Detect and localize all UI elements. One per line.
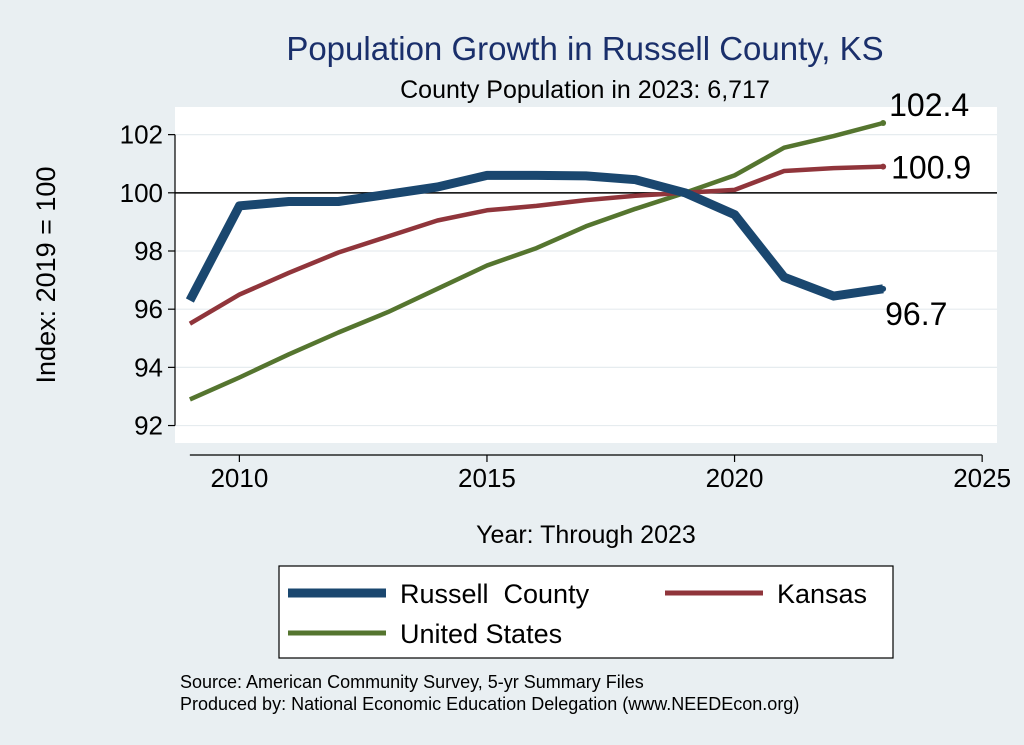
x-tick-label-2010: 2010 [210, 463, 268, 493]
x-tick-label-2025: 2025 [953, 463, 1011, 493]
y-tick-label-96: 96 [134, 294, 163, 324]
legend-box [278, 565, 894, 659]
series-line-kansas [188, 164, 884, 326]
source-note: Source: American Community Survey, 5-yr … [180, 672, 644, 692]
y-tick-label-98: 98 [134, 236, 163, 266]
series-line-united-states [188, 120, 884, 402]
series-end-point-united-states [880, 120, 887, 126]
y-tick-label-94: 94 [134, 352, 163, 382]
end-label-kansas: 100.9 [891, 150, 971, 186]
legend-label-russell-county: Russell County [400, 579, 590, 609]
series-end-point-kansas [880, 163, 887, 170]
axes: 92 94 96 98 100 102 2010 2015 2020 2025 [120, 120, 1011, 493]
chart-subtitle: County Population in 2023: 6,717 [400, 76, 770, 104]
end-label-united-states: 102.4 [889, 87, 969, 123]
gridlines [175, 134, 997, 427]
chart-title: Population Growth in Russell County, KS [286, 30, 883, 67]
series-end-point-russell-county [880, 285, 887, 292]
y-tick-label-100: 100 [120, 178, 163, 208]
x-axis-title: Year: Through 2023 [476, 521, 696, 549]
series-line-russell-county [185, 170, 884, 303]
x-tick-label-2015: 2015 [458, 463, 516, 493]
plot-area [175, 107, 997, 443]
y-axis-title: Index: 2019 = 100 [31, 167, 61, 384]
end-labels: 96.7 100.9 102.4 [885, 87, 971, 332]
y-tick-label-102: 102 [120, 120, 163, 150]
legend-label-kansas: Kansas [777, 579, 867, 609]
producer-note: Produced by: National Economic Education… [180, 694, 799, 714]
legend-label-united-states: United States [400, 619, 562, 649]
series-lines [185, 120, 887, 402]
end-label-russell-county: 96.7 [885, 296, 947, 332]
x-tick-label-2020: 2020 [706, 463, 764, 493]
y-tick-label-92: 92 [134, 411, 163, 441]
legend: Russell County Kansas United States [278, 565, 894, 659]
